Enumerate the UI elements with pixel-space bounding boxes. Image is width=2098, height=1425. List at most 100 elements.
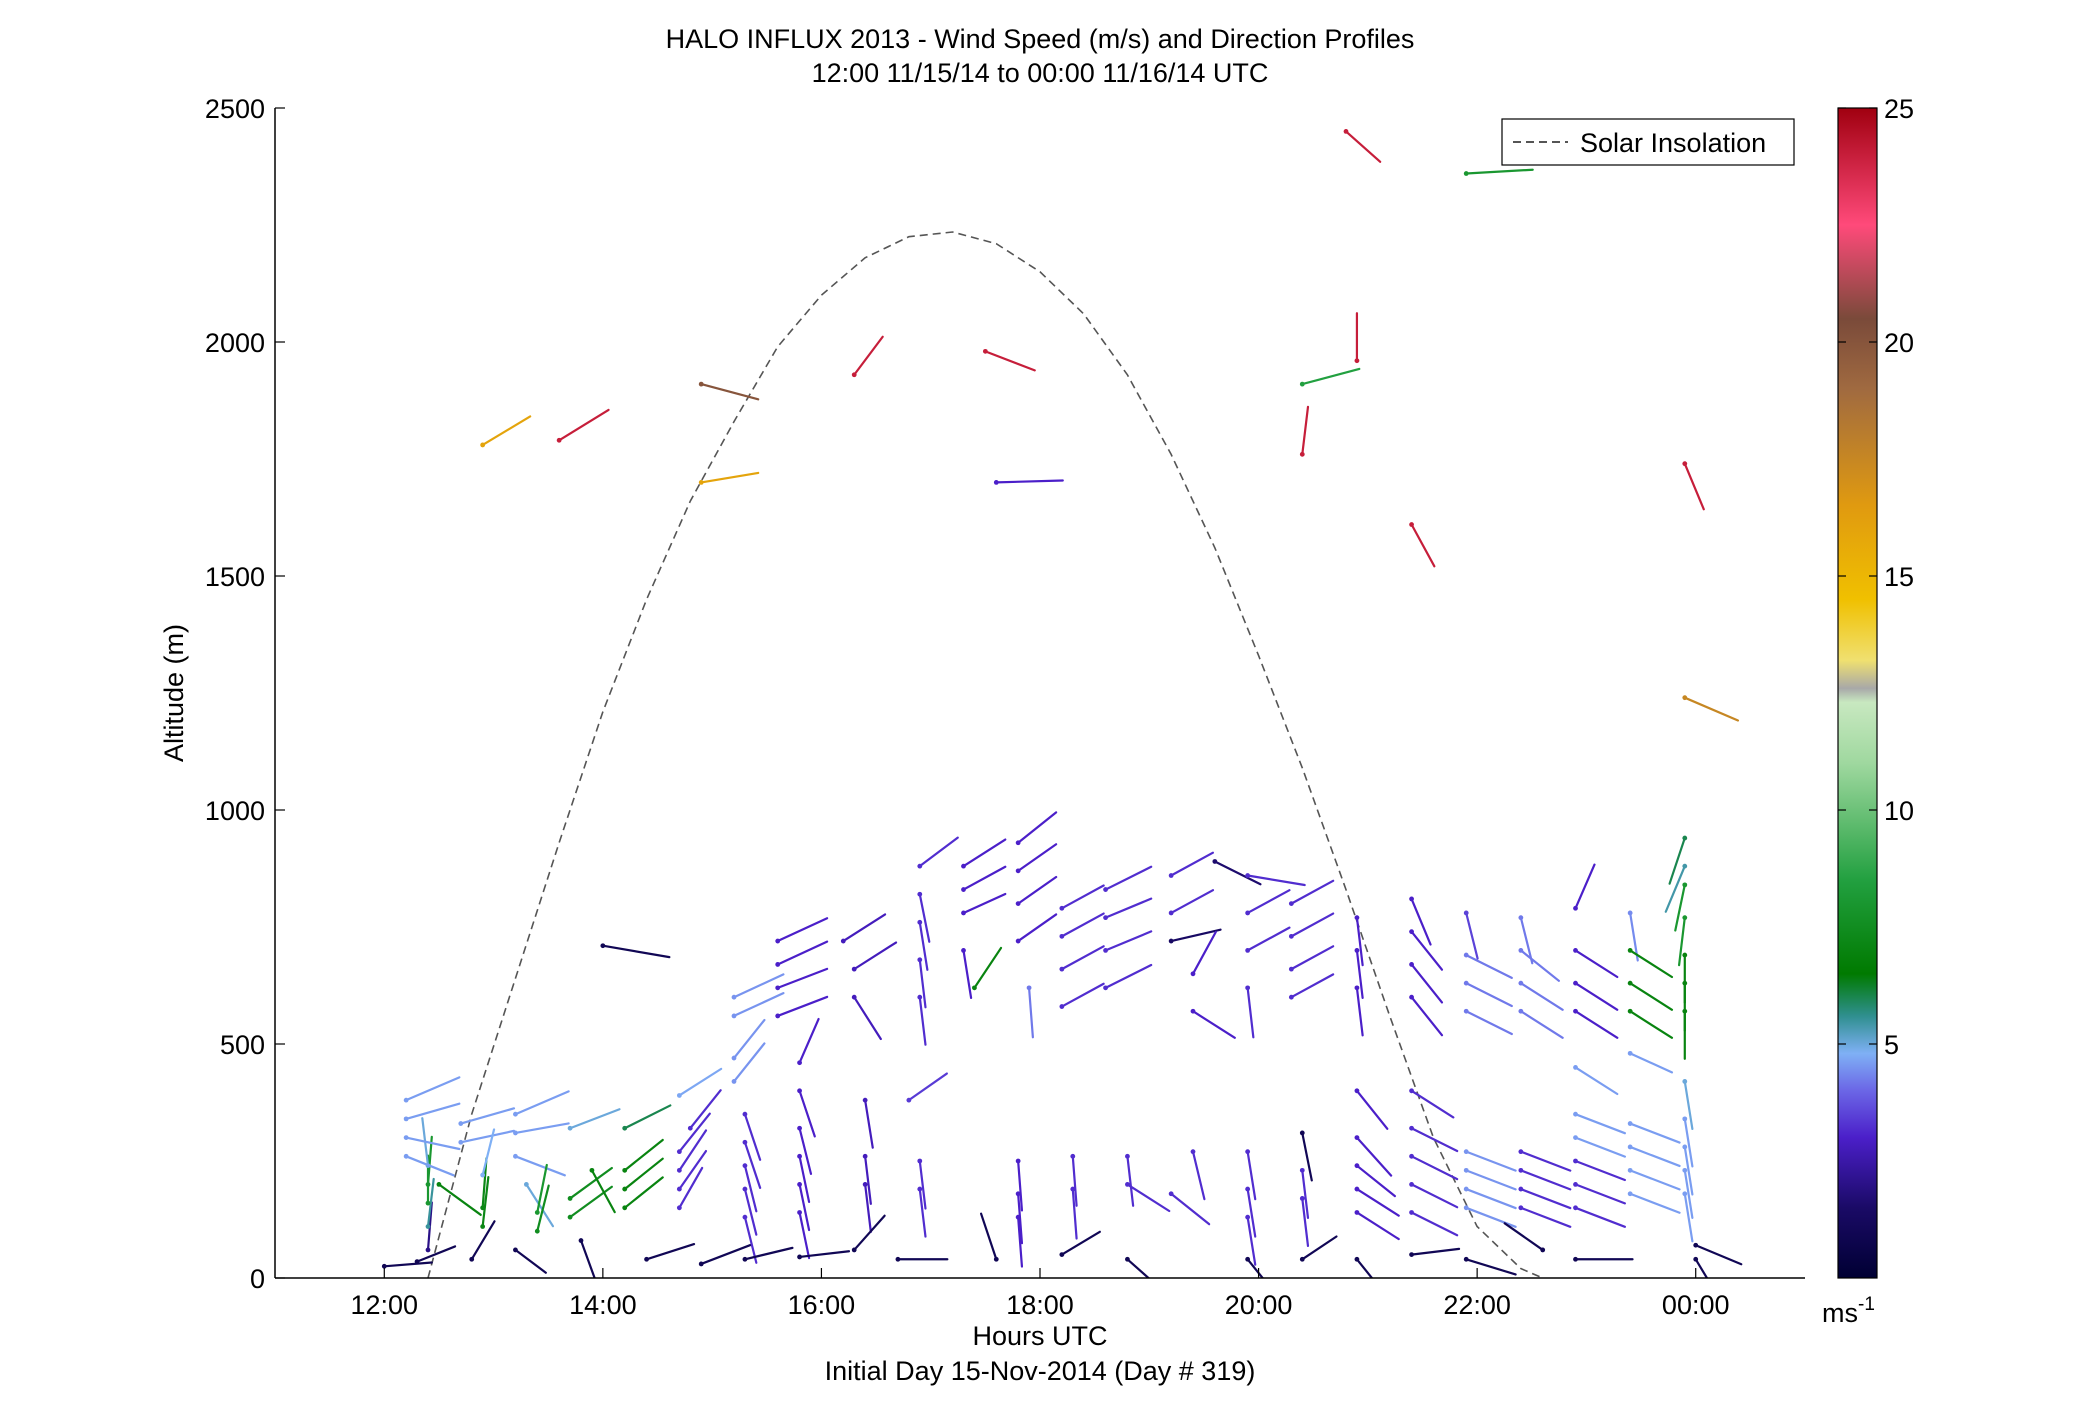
- solar-insolation-line: [427, 231, 1544, 1278]
- wind-barb-shaft: [1683, 1080, 1694, 1131]
- wind-barb-shaft: [1629, 1145, 1681, 1168]
- wind-barb: [917, 994, 927, 1046]
- wind-barb-shaft: [979, 1212, 998, 1261]
- wind-barb-dot: [1103, 948, 1108, 953]
- wind-barb: [513, 1153, 566, 1177]
- wind-barb-dot: [917, 919, 923, 925]
- wind-barb: [1573, 1256, 1634, 1262]
- colorbar: 5 10 15 20 25 ms-1: [1822, 94, 1914, 1328]
- wind-barb-shaft: [732, 992, 785, 1018]
- wind-barb-shaft: [853, 941, 898, 971]
- wind-barb-dot: [851, 966, 857, 972]
- wind-barb-dot: [1354, 915, 1360, 921]
- wind-barb: [1463, 1008, 1513, 1036]
- wind-barb-dot: [993, 480, 999, 485]
- wind-barb-shaft: [1519, 949, 1560, 982]
- wind-barb-dot: [742, 1111, 748, 1117]
- wind-barb-dot: [1627, 1144, 1633, 1150]
- wind-barb: [1015, 875, 1058, 906]
- wind-barb: [469, 1220, 496, 1262]
- wind-barb-shaft: [1060, 945, 1105, 971]
- wind-barb-shaft: [1574, 1136, 1627, 1158]
- wind-barb: [644, 1242, 696, 1262]
- wind-barb: [513, 1122, 570, 1136]
- wind-barb-shaft: [1465, 1258, 1517, 1276]
- wind-barb: [1409, 522, 1436, 568]
- wind-barb-shaft: [514, 1155, 566, 1177]
- colorbar-unit-base: ms: [1822, 1298, 1858, 1328]
- wind-barb: [961, 838, 1007, 869]
- wind-barb: [731, 992, 785, 1019]
- wind-barb-shaft: [568, 1108, 621, 1130]
- wind-barb-dot: [1299, 1256, 1305, 1262]
- wind-barb-shaft: [1410, 963, 1444, 1004]
- wind-barb-shaft: [776, 917, 829, 943]
- wind-barb-shaft: [1465, 1169, 1517, 1191]
- wind-barb-dot: [775, 1013, 781, 1019]
- y-tick-label: 2000: [205, 328, 265, 358]
- wind-barb-dot: [1015, 901, 1021, 906]
- wind-barb-shaft: [481, 1128, 496, 1177]
- wind-barb-dot: [742, 1139, 748, 1145]
- wind-barb-shaft: [678, 1149, 708, 1191]
- wind-barb-dot: [1682, 1008, 1688, 1014]
- wind-barb-dot: [917, 891, 923, 897]
- wind-barb-dot: [403, 1135, 409, 1140]
- wind-barb-shaft: [459, 1129, 516, 1144]
- wind-barb-shaft: [1629, 1052, 1674, 1074]
- wind-barb-shaft: [798, 1155, 811, 1204]
- wind-barb-dot: [458, 1139, 464, 1145]
- wind-barb: [676, 1149, 708, 1192]
- wind-barb: [458, 1129, 516, 1145]
- wind-barb-shaft: [415, 1245, 457, 1263]
- wind-barb: [1503, 1222, 1546, 1253]
- colorbar-tick-label: 10: [1884, 796, 1914, 826]
- wind-barb-dot: [1354, 1088, 1360, 1094]
- wind-barb: [731, 1018, 766, 1061]
- y-tick-label: 1000: [205, 796, 265, 826]
- wind-barb-dot: [1288, 933, 1294, 939]
- wind-barb-shaft: [918, 836, 959, 868]
- wind-barb: [1354, 1163, 1397, 1198]
- wind-barb: [1409, 1088, 1455, 1119]
- wind-barb-shaft: [864, 1099, 874, 1149]
- wind-barb: [1212, 859, 1262, 886]
- x-tick-label: 14:00: [569, 1290, 637, 1320]
- wind-barb-shaft: [1683, 1117, 1694, 1168]
- wind-barb-shaft: [743, 1246, 794, 1261]
- wind-barb-shaft: [623, 1157, 664, 1191]
- wind-barb-shaft: [1290, 945, 1335, 971]
- wind-barb: [403, 1153, 455, 1177]
- wind-barb: [622, 1157, 664, 1192]
- wind-barb-shaft: [1290, 879, 1335, 905]
- wind-barb-shaft: [568, 1166, 613, 1200]
- wind-barb: [742, 1214, 758, 1264]
- wind-barb-dot: [1627, 1167, 1633, 1173]
- wind-barb-shaft: [1246, 986, 1255, 1039]
- wind-barb-dot: [1299, 1196, 1305, 1201]
- wind-barb-shaft: [1674, 883, 1686, 932]
- wind-barb-dot: [1354, 985, 1360, 991]
- wind-barb-shaft: [1629, 1169, 1681, 1191]
- wind-barb: [1682, 1008, 1688, 1060]
- wind-barb: [1015, 843, 1058, 874]
- wind-barb-dot: [993, 1256, 999, 1262]
- wind-barb: [425, 1135, 433, 1187]
- wind-barb: [1103, 897, 1153, 921]
- wind-barb: [895, 1256, 949, 1262]
- wind-barb-shaft: [623, 1138, 664, 1172]
- wind-barb-shaft: [732, 1042, 766, 1083]
- wind-barb-shaft: [1410, 1183, 1459, 1209]
- wind-barb: [797, 1250, 851, 1260]
- wind-barb-dot: [851, 1247, 857, 1253]
- wind-barb-shaft: [1668, 836, 1686, 885]
- wind-barb: [534, 1184, 550, 1234]
- wind-barb: [687, 1089, 722, 1131]
- wind-barb-shaft: [1126, 1258, 1151, 1278]
- wind-barb: [1354, 1186, 1400, 1217]
- wind-barb: [1059, 982, 1105, 1009]
- wind-barb-dot: [742, 1186, 748, 1192]
- wind-barb: [1693, 1256, 1709, 1278]
- wind-barb-shaft: [732, 973, 785, 999]
- wind-barb: [1627, 1121, 1681, 1144]
